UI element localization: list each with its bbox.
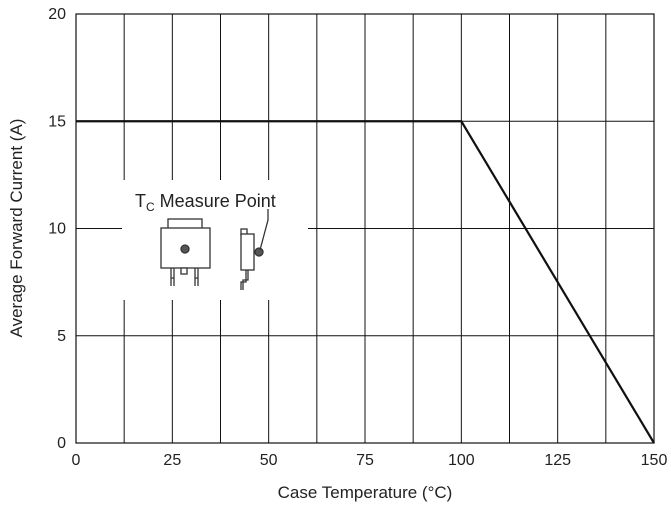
x-tick-label: 100 [448, 452, 475, 469]
plot-frame [75, 13, 655, 444]
y-tick-label: 20 [48, 6, 66, 23]
tick-labels: 0 25 50 75 100 125 150 0 5 10 15 20 [48, 6, 667, 469]
package-front-view-icon [160, 218, 211, 286]
measure-point-dot [180, 244, 190, 254]
tc-measure-point-label: TC Measure Point [135, 191, 276, 214]
x-tick-label: 25 [163, 452, 181, 469]
series-line [76, 120, 655, 444]
measure-point-dot-side [254, 247, 264, 257]
x-tick-label: 0 [72, 452, 81, 469]
y-tick-label: 10 [48, 221, 66, 238]
leader-line [259, 209, 269, 251]
x-tick-label: 150 [641, 452, 668, 469]
x-axis-label: Case Temperature (°C) [278, 483, 453, 502]
y-tick-label: 0 [57, 435, 66, 452]
y-axis-label: Average Forward Current (A) [7, 119, 26, 338]
series-layer [76, 120, 655, 444]
x-tick-label: 75 [356, 452, 374, 469]
inset-background [122, 180, 308, 300]
x-tick-label: 50 [260, 452, 278, 469]
package-side-view-icon [240, 209, 269, 290]
tc-measure-point-inset: TC Measure Point [135, 191, 276, 290]
x-tick-label: 125 [544, 452, 571, 469]
y-tick-label: 5 [57, 328, 66, 345]
y-tick-label: 15 [48, 113, 66, 130]
